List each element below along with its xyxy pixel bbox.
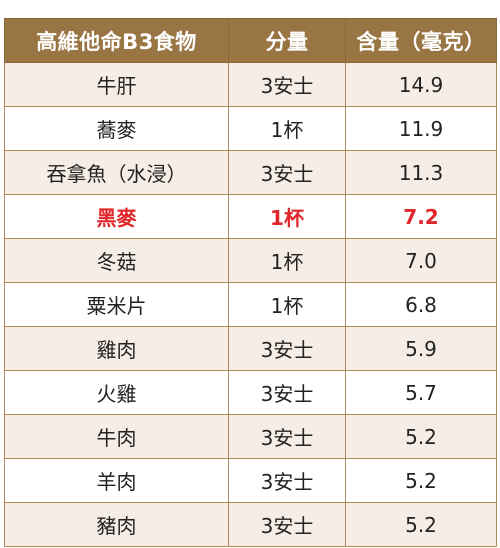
cell-amount: 5.2	[345, 502, 497, 547]
cell-food: 火雞	[4, 370, 229, 415]
cell-amount: 11.3	[345, 150, 497, 195]
cell-amount: 7.2	[345, 194, 497, 239]
table-row: 雞肉 3安士 5.9	[4, 326, 497, 371]
cell-food: 粟米片	[4, 282, 229, 327]
cell-food: 黑麥	[4, 194, 229, 239]
niacin-food-table: 高維他命B3食物 分量 含量（毫克） 牛肝 3安士 14.9 蕎麥 1杯 11.…	[4, 18, 497, 547]
header-food: 高維他命B3食物	[4, 18, 229, 63]
cell-food: 蕎麥	[4, 106, 229, 151]
cell-food: 冬菇	[4, 238, 229, 283]
table-row: 冬菇 1杯 7.0	[4, 238, 497, 283]
cell-amount: 11.9	[345, 106, 497, 151]
cell-food: 吞拿魚（水浸）	[4, 150, 229, 195]
cell-amount: 14.9	[345, 62, 497, 107]
cell-food: 豬肉	[4, 502, 229, 547]
table-body: 牛肝 3安士 14.9 蕎麥 1杯 11.9 吞拿魚（水浸） 3安士 11.3 …	[4, 62, 497, 547]
table-row: 豬肉 3安士 5.2	[4, 502, 497, 547]
cell-portion: 3安士	[228, 62, 346, 107]
cell-portion: 3安士	[228, 458, 346, 503]
cell-portion: 3安士	[228, 326, 346, 371]
header-amount: 含量（毫克）	[345, 18, 497, 63]
niacin-food-table-container: 高維他命B3食物 分量 含量（毫克） 牛肝 3安士 14.9 蕎麥 1杯 11.…	[4, 18, 497, 547]
cell-amount: 5.2	[345, 414, 497, 459]
table-row-highlighted: 黑麥 1杯 7.2	[4, 194, 497, 239]
table-row: 粟米片 1杯 6.8	[4, 282, 497, 327]
table-row: 火雞 3安士 5.7	[4, 370, 497, 415]
table-row: 吞拿魚（水浸） 3安士 11.3	[4, 150, 497, 195]
cell-portion: 1杯	[228, 106, 346, 151]
cell-amount: 7.0	[345, 238, 497, 283]
table-row: 牛肝 3安士 14.9	[4, 62, 497, 107]
table-row: 牛肉 3安士 5.2	[4, 414, 497, 459]
cell-portion: 3安士	[228, 502, 346, 547]
cell-amount: 5.9	[345, 326, 497, 371]
cell-portion: 3安士	[228, 370, 346, 415]
cell-food: 牛肉	[4, 414, 229, 459]
table-row: 羊肉 3安士 5.2	[4, 458, 497, 503]
table-row: 蕎麥 1杯 11.9	[4, 106, 497, 151]
cell-amount: 5.7	[345, 370, 497, 415]
cell-portion: 1杯	[228, 194, 346, 239]
cell-portion: 3安士	[228, 150, 346, 195]
cell-food: 牛肝	[4, 62, 229, 107]
cell-portion: 3安士	[228, 414, 346, 459]
cell-food: 雞肉	[4, 326, 229, 371]
cell-portion: 1杯	[228, 238, 346, 283]
cell-food: 羊肉	[4, 458, 229, 503]
cell-portion: 1杯	[228, 282, 346, 327]
cell-amount: 5.2	[345, 458, 497, 503]
table-header-row: 高維他命B3食物 分量 含量（毫克）	[4, 18, 497, 63]
cell-amount: 6.8	[345, 282, 497, 327]
header-portion: 分量	[228, 18, 346, 63]
